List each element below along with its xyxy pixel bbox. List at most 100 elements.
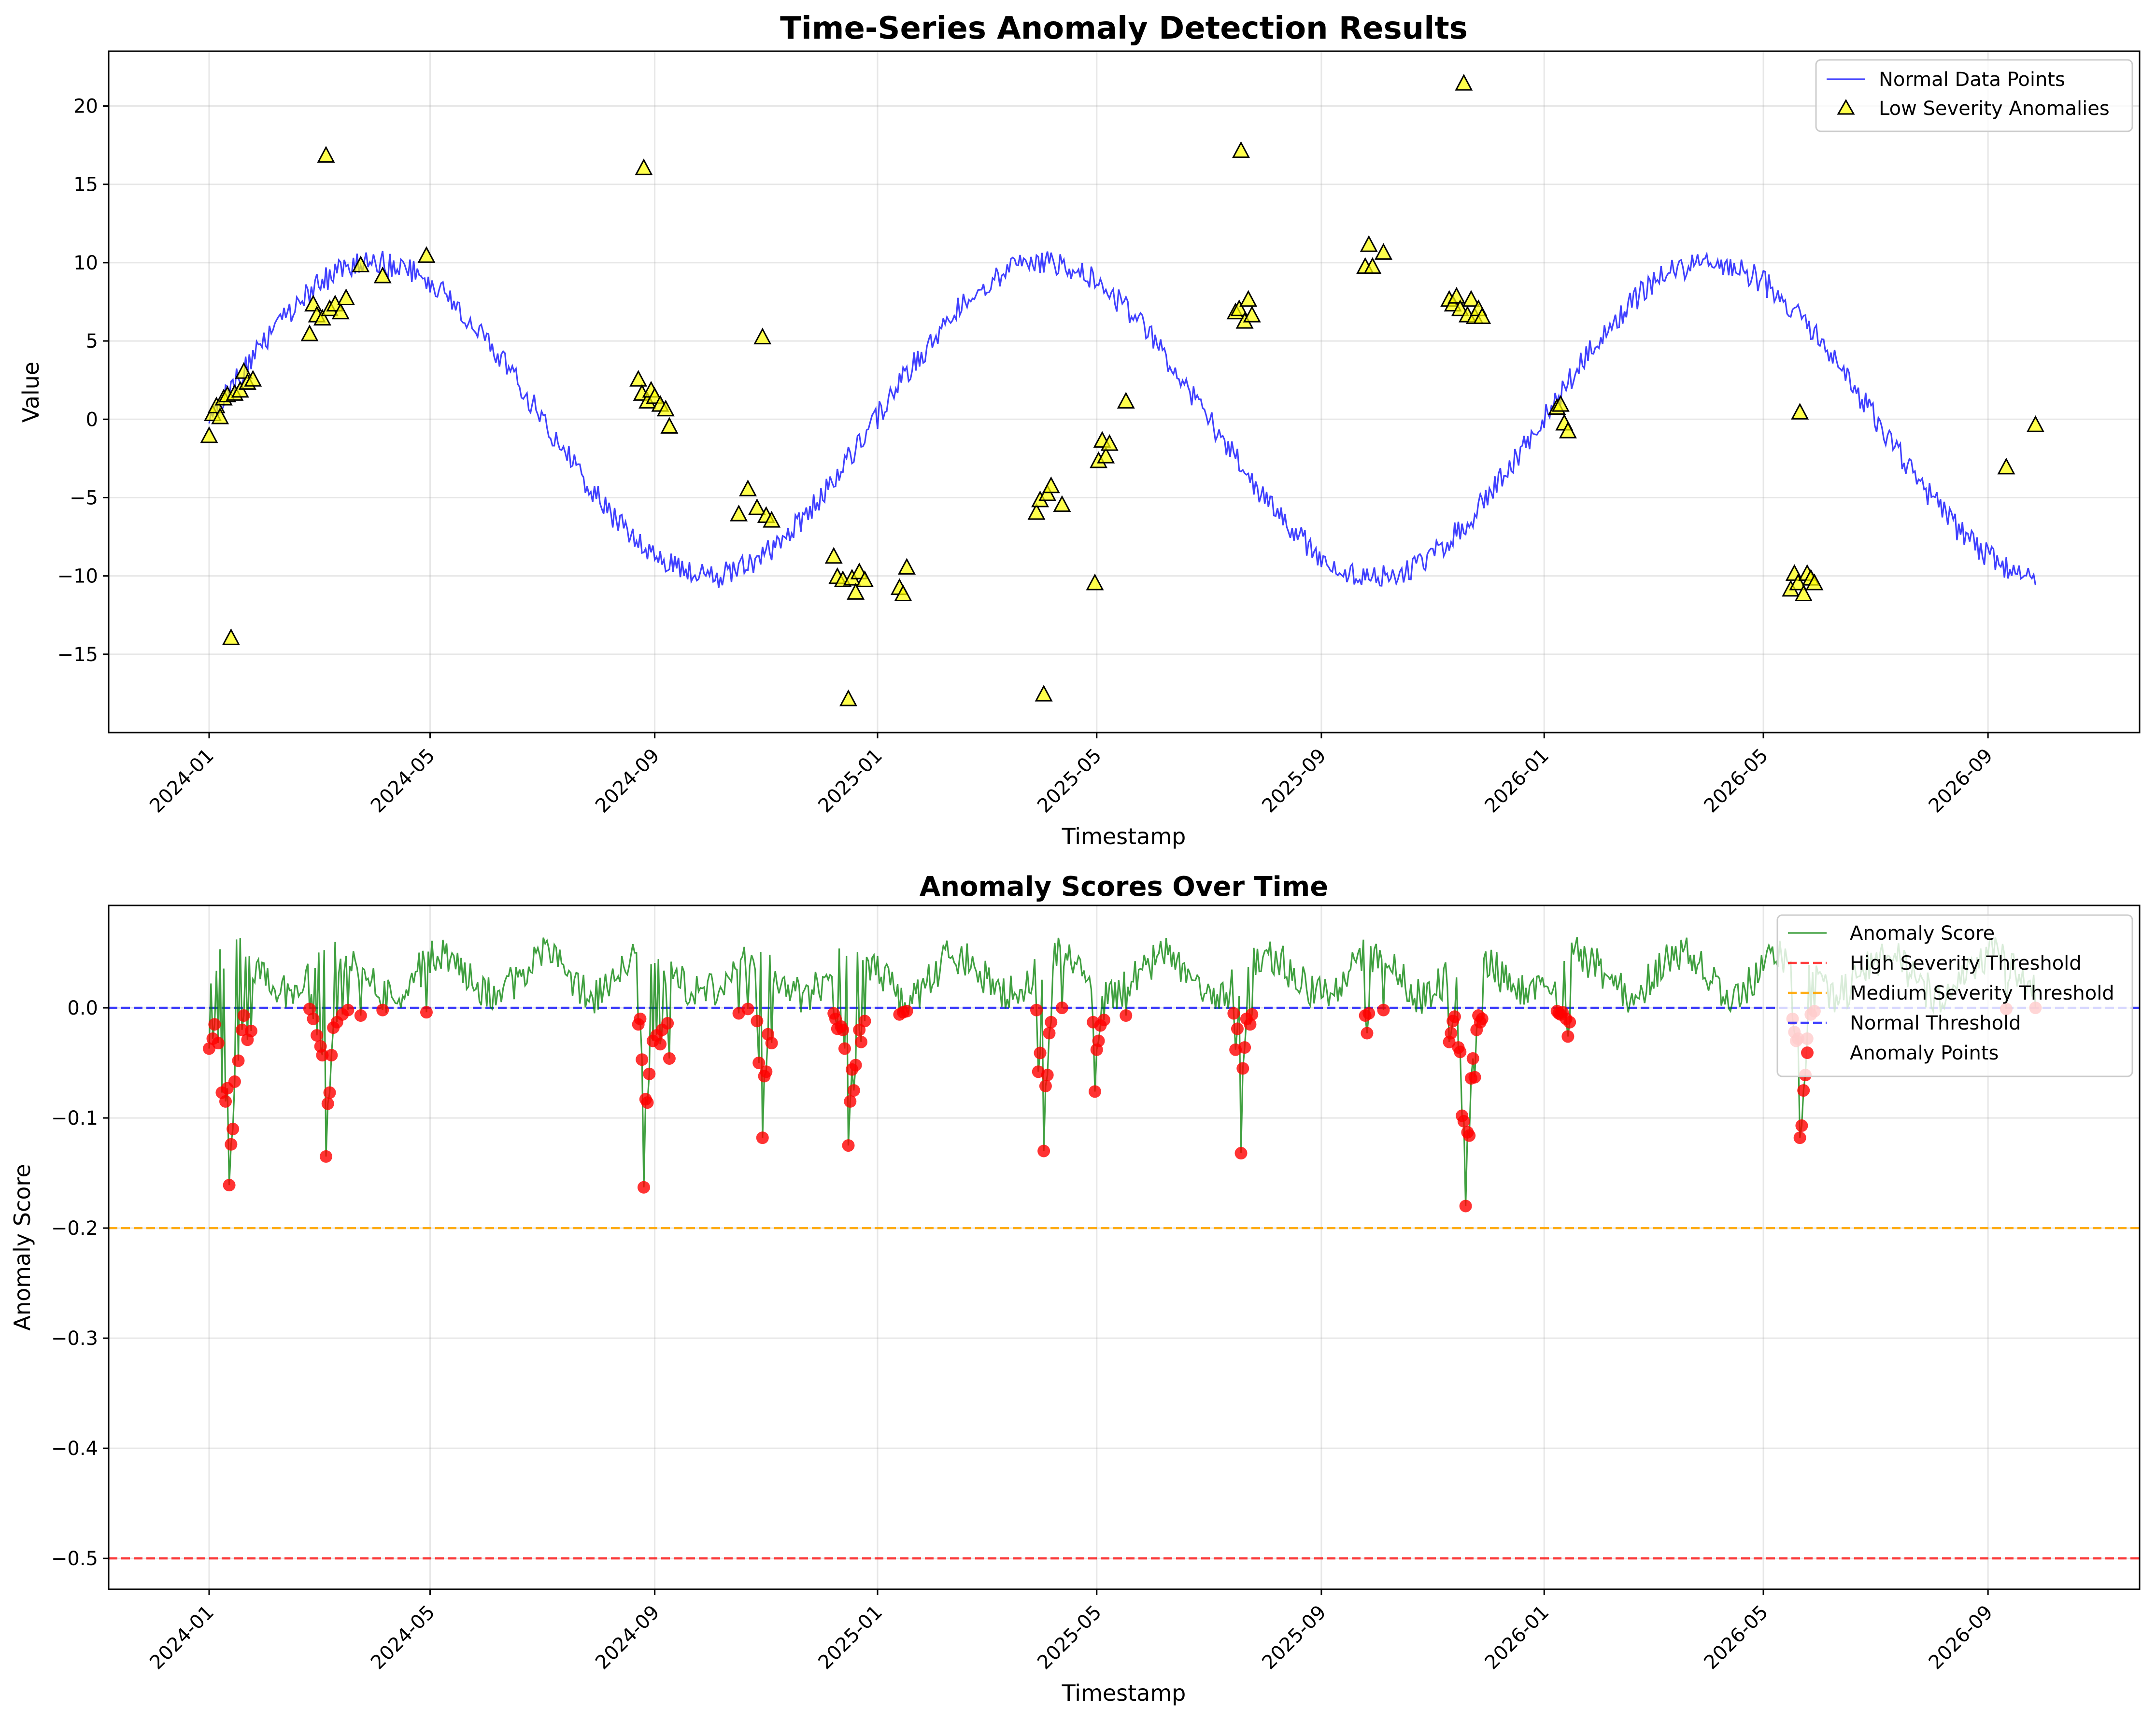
low-severity-anomaly-marker [337, 288, 355, 306]
anomaly-point-marker [323, 1086, 336, 1099]
anomaly-point-marker [661, 1017, 674, 1030]
low-severity-anomaly-marker [739, 480, 757, 496]
anomaly-point-marker [1045, 1016, 1058, 1029]
low-severity-anomaly-marker [222, 628, 240, 645]
y-tick-label: −0.4 [51, 1438, 98, 1460]
low-severity-anomaly-marker [1053, 495, 1071, 512]
y-tick-label: 5 [86, 330, 98, 353]
anomaly-point-marker [1231, 1022, 1244, 1035]
anomaly-point-marker [1236, 1062, 1249, 1075]
anomaly-point-marker [303, 1003, 316, 1016]
low-severity-anomaly-marker [1805, 573, 1824, 591]
anomaly-point-marker [227, 1122, 240, 1135]
anomaly-point-marker [1092, 1034, 1105, 1047]
anomaly-point-marker [1055, 1002, 1068, 1015]
anomaly-point-marker [637, 1181, 650, 1194]
low-severity-anomaly-marker [1230, 299, 1248, 316]
anomaly-point-marker [1475, 1012, 1489, 1025]
y-tick-label: −10 [57, 565, 98, 588]
anomaly-point-marker [1362, 1007, 1376, 1020]
anomaly-point-marker [838, 1042, 851, 1055]
anomaly-point-marker [1457, 1115, 1470, 1128]
anomaly-point-marker [752, 1057, 766, 1070]
anomaly-point-marker [1459, 1200, 1472, 1213]
anomaly-point-marker [316, 1049, 329, 1062]
anomaly-point-marker [319, 1150, 332, 1163]
anomaly-point-marker [756, 1131, 769, 1144]
low-severity-anomaly-marker [352, 255, 370, 272]
value-chart-title: Time-Series Anomaly Detection Results [780, 11, 1468, 46]
anomaly-point-marker [1097, 1014, 1110, 1027]
anomaly-score-chart-y-ticks: 0.0 −0.1 −0.2 −0.3 −0.4 −0.5 [51, 997, 109, 1570]
anomaly-point-marker [225, 1138, 238, 1151]
low-severity-anomaly-marker [373, 266, 392, 283]
low-severity-anomaly-marker [1997, 457, 2015, 475]
low-severity-anomaly-marker [1447, 287, 1466, 304]
value-chart-y-axis-label: Value [18, 362, 44, 423]
value-chart-data [200, 73, 2044, 706]
low-severity-anomaly-marker [1239, 290, 1258, 307]
anomaly-point-marker [354, 1009, 367, 1022]
anomaly-score-chart-data [109, 937, 2140, 1560]
low-severity-anomaly-marker [1794, 584, 1813, 602]
low-severity-anomaly-marker [1451, 299, 1469, 316]
low-severity-anomaly-marker [894, 584, 912, 602]
low-severity-anomaly-marker [200, 426, 218, 443]
anomaly-point-marker [634, 1012, 647, 1025]
anomaly-point-marker [244, 1024, 257, 1037]
low-severity-anomaly-marker [629, 369, 648, 387]
legend-low-severity-swatch [1837, 99, 1855, 115]
anomaly-point-marker [1448, 1010, 1461, 1023]
anomaly-point-marker [311, 1029, 324, 1042]
anomaly-point-marker [307, 1012, 320, 1025]
anomaly-score-chart: 2024-01 2024-05 2024-09 2025-01 2025-05 2025-… [9, 871, 2141, 1706]
legend-anomaly-points-label: Anomaly Points [1850, 1042, 1999, 1064]
anomaly-score-chart-legend-box [1776, 914, 2133, 1077]
anomaly-score-chart-x-axis-label: Timestamp [1062, 1680, 1186, 1706]
low-severity-anomaly-marker [2026, 415, 2044, 432]
low-severity-anomaly-marker [847, 583, 865, 600]
anomaly-point-marker [842, 1139, 855, 1152]
anomaly-point-marker [837, 1023, 850, 1036]
low-severity-anomaly-marker [1374, 243, 1392, 260]
value-chart: 2024-01 2024-05 2024-09 2025-01 2025-05 2025-… [18, 11, 2141, 849]
value-chart-frame [108, 50, 2141, 734]
anomaly-score-chart-title: Anomaly Scores Over Time [920, 871, 1328, 903]
low-severity-anomaly-marker [1042, 476, 1060, 494]
low-severity-anomaly-marker [635, 158, 653, 175]
anomaly-point-marker [1043, 1027, 1056, 1040]
anomaly-point-marker [341, 1003, 355, 1017]
anomaly-point-marker [1238, 1041, 1251, 1054]
anomaly-point-marker [1041, 1069, 1054, 1082]
low-severity-anomaly-marker [824, 547, 843, 564]
anomaly-point-marker [1361, 1027, 1374, 1040]
anomaly-score-chart-y-axis-label: Anomaly Score [9, 1164, 35, 1330]
y-tick-label: −0.1 [51, 1107, 98, 1130]
low-severity-anomaly-marker [1551, 395, 1570, 412]
low-severity-anomaly-marker [1360, 235, 1378, 252]
anomaly-point-marker [1795, 1119, 1808, 1132]
low-severity-anomaly-marker [417, 246, 436, 263]
anomaly-point-marker [636, 1053, 649, 1066]
low-severity-anomaly-marker [1097, 446, 1115, 464]
low-severity-anomaly-marker [763, 510, 781, 528]
anomaly-point-marker [1034, 1046, 1047, 1059]
low-severity-anomaly-marker [1363, 257, 1382, 274]
anomaly-point-marker [212, 1037, 225, 1050]
low-severity-anomaly-marker [1559, 422, 1577, 438]
anomaly-point-marker [1563, 1016, 1576, 1029]
anomaly-point-marker [325, 1049, 338, 1062]
low-severity-anomaly-marker [1455, 73, 1473, 91]
value-chart-x-axis-label: Timestamp [1062, 823, 1186, 849]
value-chart-legend-box [1815, 59, 2133, 132]
anomaly-point-marker [1030, 1003, 1043, 1017]
anomaly-point-marker [741, 1003, 754, 1016]
anomaly-point-marker [1039, 1079, 1052, 1092]
low-severity-anomaly-marker [1791, 403, 1809, 420]
anomaly-point-marker [643, 1067, 656, 1080]
legend-anomaly-score-label: Anomaly Score [1850, 922, 1995, 945]
anomaly-point-marker [760, 1065, 773, 1078]
anomaly-point-marker [1463, 1129, 1476, 1142]
low-severity-anomaly-marker [730, 504, 748, 522]
